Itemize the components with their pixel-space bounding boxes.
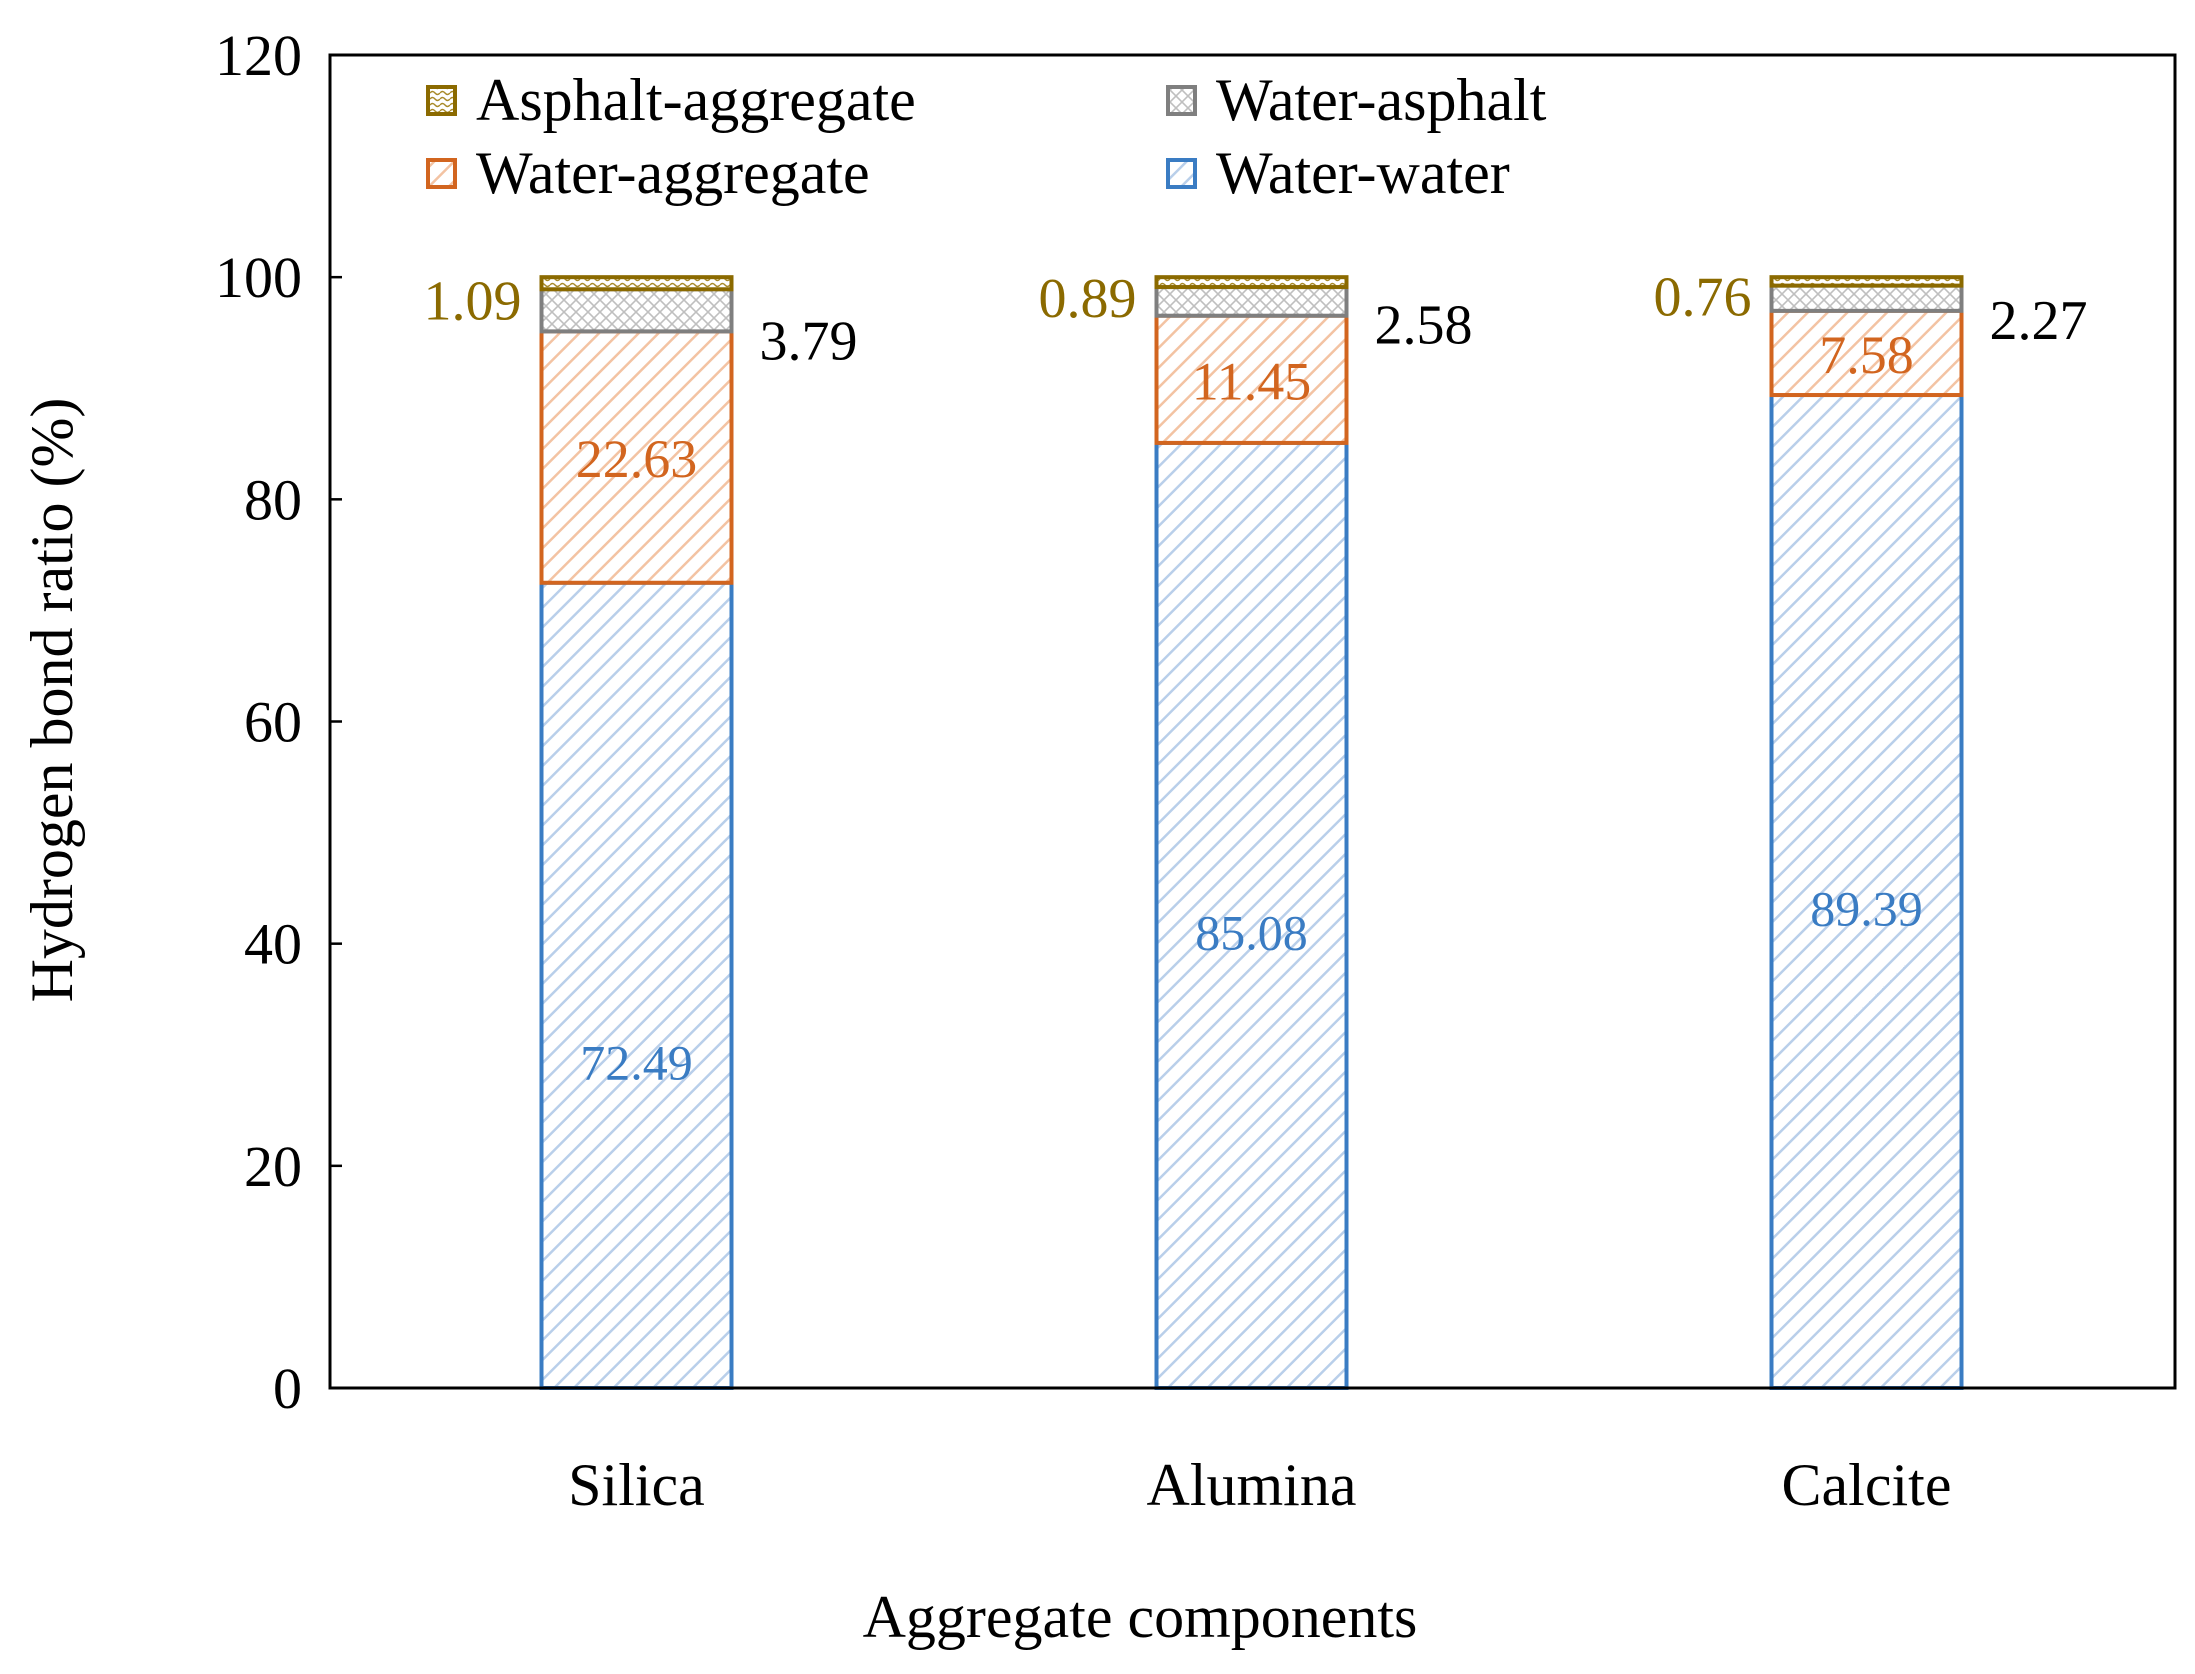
- legend-label-asphalt-aggregate: Asphalt-aggregate: [476, 67, 916, 133]
- legend-label-water-water: Water-water: [1216, 140, 1510, 206]
- bar-segment-water-water-calcite: [1769, 393, 1964, 1391]
- y-tick-label: 100: [215, 245, 302, 310]
- legend-label-water-asphalt: Water-asphalt: [1216, 67, 1547, 133]
- y-tick-label: 120: [215, 23, 302, 88]
- data-label-water-asphalt: 3.79: [760, 310, 858, 372]
- y-tick-label: 80: [244, 467, 302, 532]
- bar-segment-water-water-silica: [539, 580, 734, 1390]
- data-label-water-aggregate: 22.63: [576, 429, 698, 489]
- data-label-water-water: 72.49: [580, 1034, 693, 1090]
- bar-segment-asphalt-aggregate-silica: [539, 275, 734, 292]
- bar-segment-water-aggregate-calcite: [1769, 308, 1964, 398]
- bar-segment-water-water-alumina: [1154, 440, 1349, 1390]
- y-tick-label: 60: [244, 690, 302, 755]
- x-tick-label-calcite: Calcite: [1782, 1452, 1952, 1518]
- plot-frame: [328, 53, 2177, 1390]
- x-tick-label-alumina: Alumina: [1147, 1452, 1357, 1518]
- legend-swatch-water-aggregate: [426, 158, 457, 189]
- bar-segment-asphalt-aggregate-calcite: [1769, 275, 1964, 288]
- y-tick-label: 40: [244, 912, 302, 977]
- data-label-water-water: 85.08: [1195, 904, 1308, 960]
- data-label-asphalt-aggregate: 0.89: [1039, 268, 1137, 330]
- y-tick-label: 20: [244, 1134, 302, 1199]
- y-axis-title: Hydrogen bond ratio (%): [19, 398, 85, 1003]
- category-labels: Silica Alumina Calcite: [568, 1452, 1951, 1518]
- axis-ticks: 0 20 40 60 80 100 120: [215, 23, 342, 1421]
- y-tick-label: 0: [273, 1356, 302, 1421]
- bar-segment-water-aggregate-alumina: [1154, 313, 1349, 445]
- legend-swatch-water-water: [1166, 158, 1197, 189]
- x-axis-title: Aggregate components: [863, 1584, 1418, 1650]
- bar-segment-water-asphalt-silica: [539, 287, 734, 334]
- bar-segment-water-asphalt-alumina: [1154, 285, 1349, 318]
- bars: [539, 275, 1964, 1391]
- data-label-water-aggregate: 11.45: [1192, 351, 1312, 411]
- bar-segment-water-asphalt-calcite: [1769, 283, 1964, 313]
- data-labels: 72.49 22.63 3.79 1.09 85.08 11.45 2.58 0.89 89.3…: [424, 267, 2088, 1091]
- data-label-water-asphalt: 2.27: [1990, 290, 2088, 352]
- data-label-water-asphalt: 2.58: [1375, 295, 1473, 357]
- legend-label-water-aggregate: Water-aggregate: [476, 140, 870, 206]
- data-label-asphalt-aggregate: 1.09: [424, 270, 522, 332]
- legend-swatch-asphalt-aggregate: [426, 85, 457, 116]
- legend-swatch-water-asphalt: [1166, 85, 1197, 116]
- bar-segment-water-aggregate-silica: [539, 329, 734, 585]
- data-label-water-water: 89.39: [1810, 881, 1923, 937]
- bar-segment-asphalt-aggregate-alumina: [1154, 275, 1349, 290]
- data-label-water-aggregate: 7.58: [1819, 325, 1914, 385]
- legend: Asphalt-aggregate Water-asphalt Water-aggr…: [426, 67, 1547, 206]
- data-label-asphalt-aggregate: 0.76: [1654, 267, 1752, 329]
- x-tick-label-silica: Silica: [568, 1452, 705, 1518]
